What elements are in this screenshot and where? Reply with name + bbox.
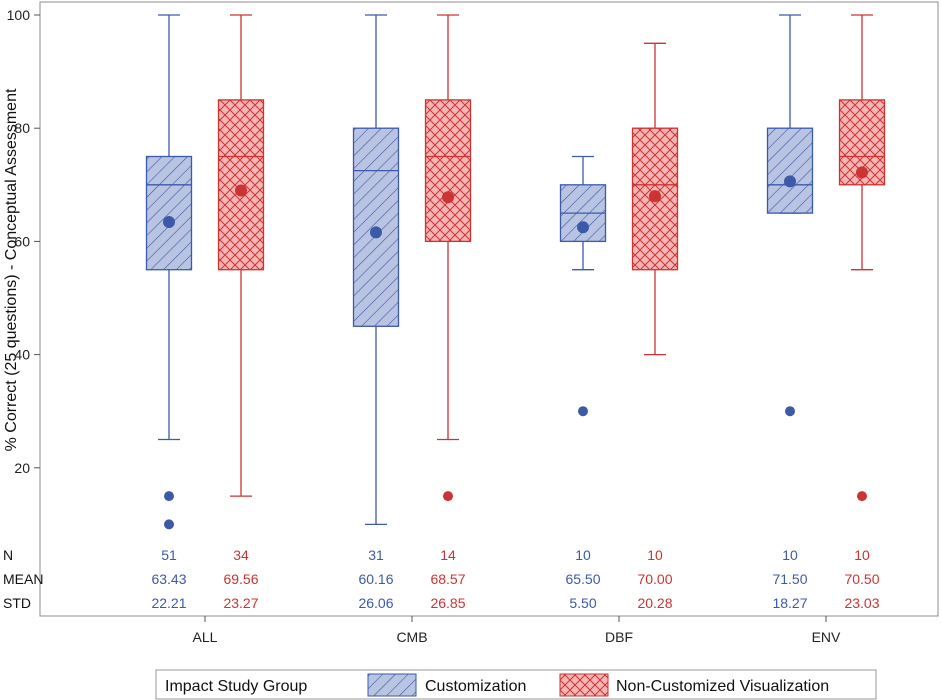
stat-n-customization-all: 51 (161, 547, 177, 563)
stat-std-non-customized-env: 23.03 (844, 595, 879, 611)
box-customization-dbf (559, 155, 607, 417)
box-customization-env (766, 14, 814, 417)
mean-marker (577, 221, 589, 234)
stat-n-customization-dbf: 10 (575, 547, 591, 563)
legend-swatch-customization (367, 673, 417, 697)
stat-std-customization-all: 22.21 (151, 595, 186, 611)
stat-n-non-customized-env: 10 (854, 547, 870, 563)
box-non-customized-cmb (424, 14, 472, 502)
iqr-box (352, 127, 400, 327)
stat-mean-customization-cmb: 60.16 (358, 571, 393, 587)
stat-std-customization-cmb: 26.06 (358, 595, 393, 611)
legend-title: Impact Study Group (165, 678, 307, 695)
mean-marker (442, 191, 454, 204)
outlier-point (443, 491, 453, 502)
box-customization-all (145, 14, 193, 530)
y-tick-label-40: 40 (14, 347, 30, 363)
stat-std-customization-env: 18.27 (772, 595, 807, 611)
y-axis-title: % Correct (25 questions) - Conceptual As… (3, 88, 20, 451)
x-tick-label-cmb: CMB (396, 629, 427, 645)
stat-n-non-customized-all: 34 (233, 547, 249, 563)
iqr-box (145, 155, 193, 271)
legend-label-non-customized: Non-Customized Visualization (616, 678, 829, 695)
stat-n-customization-env: 10 (782, 547, 798, 563)
mean-marker (370, 226, 382, 239)
x-tick-label-env: ENV (812, 629, 841, 645)
stat-n-non-customized-cmb: 14 (440, 547, 456, 563)
stats-table: N MEAN STD 51 63.43 22.21 31 60.16 26.06 10 65.50 5… (3, 547, 880, 611)
stat-std-non-customized-dbf: 20.28 (637, 595, 672, 611)
stat-std-non-customized-all: 23.27 (223, 595, 258, 611)
x-tick-label-dbf: DBF (605, 629, 633, 645)
plot-frame (39, 1, 939, 617)
stat-mean-non-customized-dbf: 70.00 (637, 571, 672, 587)
mean-marker (784, 175, 796, 188)
iqr-box (424, 99, 472, 243)
boxes-layer (145, 14, 886, 530)
stat-label-n: N (3, 547, 13, 563)
mean-marker (856, 166, 868, 179)
y-axis: 20 40 60 80 100 (7, 7, 40, 476)
legend-frame (155, 669, 877, 700)
stat-mean-non-customized-all: 69.56 (223, 571, 258, 587)
legend: Impact Study Group Customization Non-Cus… (155, 669, 877, 700)
y-tick-label-100: 100 (7, 7, 31, 23)
box-non-customized-dbf (631, 42, 679, 356)
stat-mean-customization-env: 71.50 (772, 571, 807, 587)
stat-mean-non-customized-cmb: 68.57 (430, 571, 465, 587)
mean-marker (649, 190, 661, 203)
x-axis: ALL CMB DBF ENV (193, 616, 841, 645)
legend-label-customization: Customization (425, 678, 526, 695)
legend-swatch-non-customized (559, 673, 609, 697)
box-non-customized-env (838, 14, 886, 502)
stat-std-non-customized-cmb: 26.85 (430, 595, 465, 611)
stat-std-customization-dbf: 5.50 (569, 595, 596, 611)
stat-mean-customization-dbf: 65.50 (565, 571, 600, 587)
mean-marker (163, 215, 175, 228)
outlier-point (857, 491, 867, 502)
stat-n-customization-cmb: 31 (368, 547, 384, 563)
x-tick-label-all: ALL (193, 629, 218, 645)
y-tick-label-80: 80 (14, 120, 30, 136)
iqr-box (766, 127, 814, 214)
stat-label-mean: MEAN (3, 571, 43, 587)
box-customization-cmb (352, 14, 400, 526)
outlier-point (578, 406, 588, 417)
stat-mean-non-customized-env: 70.50 (844, 571, 879, 587)
outlier-point (164, 491, 174, 502)
stat-n-non-customized-dbf: 10 (647, 547, 663, 563)
y-tick-label-60: 60 (14, 233, 30, 249)
outlier-point (164, 519, 174, 530)
stat-label-std: STD (3, 595, 31, 611)
y-tick-label-20: 20 (14, 460, 30, 476)
mean-marker (235, 184, 247, 197)
outlier-point (785, 406, 795, 417)
stat-mean-customization-all: 63.43 (151, 571, 186, 587)
box-non-customized-all (217, 14, 265, 497)
